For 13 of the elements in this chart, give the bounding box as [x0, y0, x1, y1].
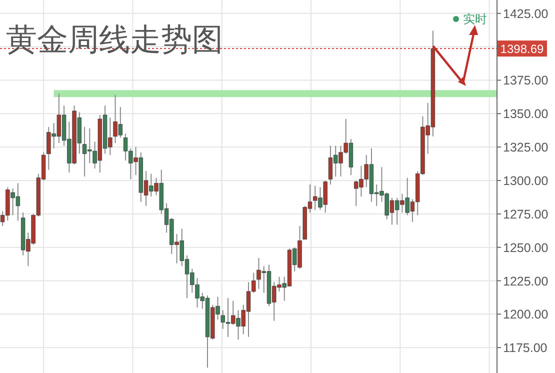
y-tick-label: 1325.00 [503, 140, 548, 155]
y-tick-label: 1200.00 [503, 308, 548, 322]
y-tick-label: 1225.00 [503, 274, 548, 288]
annotation: 实时 [463, 12, 487, 26]
text: 黄金周线走势图 [6, 22, 223, 58]
y-tick-label: 1275.00 [503, 207, 548, 222]
y-tick-label: 1425.00 [503, 6, 548, 21]
ref-line-label: 1398.69 [500, 42, 544, 56]
y-tick-label: 1350.00 [503, 107, 548, 122]
y-tick-label: 1175.00 [503, 341, 548, 356]
y-tick-label: 1250.00 [503, 240, 548, 255]
y-tick-label: 1375.00 [503, 74, 548, 88]
y-tick-label: 1300.00 [503, 174, 548, 188]
